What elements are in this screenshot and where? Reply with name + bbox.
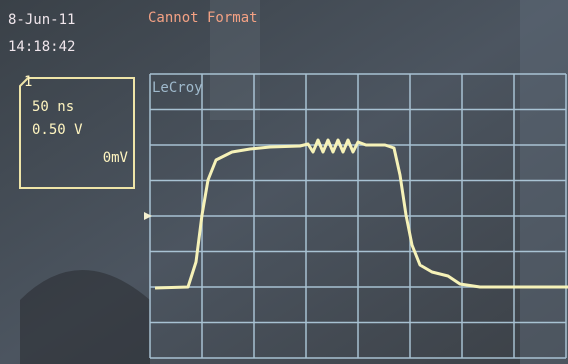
offset: 0mV (103, 150, 129, 166)
status-message: Cannot Format (148, 10, 258, 26)
brand: LeCroy (152, 80, 203, 96)
time: 14:18:42 (8, 39, 75, 55)
glare (520, 0, 568, 364)
volts-per-div: 0.50 V (32, 122, 83, 138)
timebase: 50 ns (32, 99, 74, 115)
glare (210, 0, 260, 120)
channel-box (19, 77, 135, 189)
channel-number: 1 (24, 74, 32, 90)
waveform (154, 138, 568, 290)
date: 8-Jun-11 (8, 12, 75, 28)
reflection (20, 270, 150, 364)
graticule (149, 73, 567, 359)
trigger-marker (144, 212, 152, 220)
